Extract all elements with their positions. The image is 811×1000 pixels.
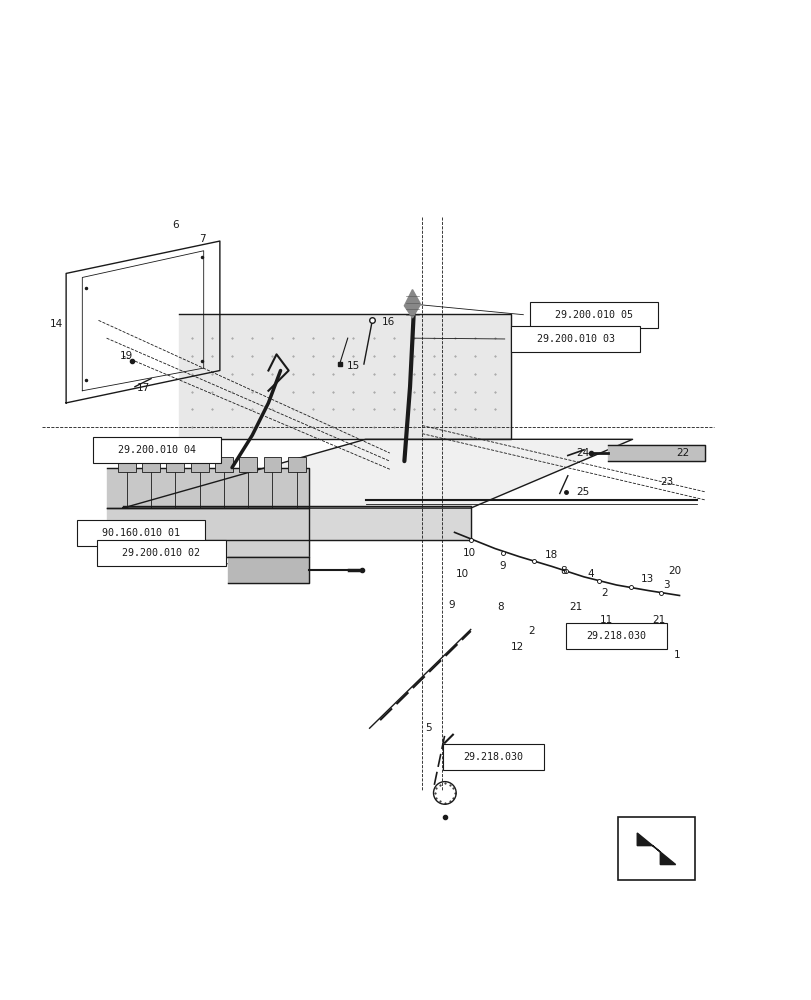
Text: 29.200.010 05: 29.200.010 05: [555, 310, 633, 320]
FancyBboxPatch shape: [565, 623, 666, 649]
FancyBboxPatch shape: [443, 744, 543, 770]
Text: 90.160.010 01: 90.160.010 01: [102, 528, 180, 538]
Text: 18: 18: [544, 550, 558, 560]
Text: 29.200.010 03: 29.200.010 03: [536, 334, 614, 344]
Bar: [239, 457, 257, 472]
FancyBboxPatch shape: [97, 540, 225, 566]
Text: 29.200.010 02: 29.200.010 02: [122, 548, 200, 558]
Text: 6: 6: [172, 220, 178, 230]
Polygon shape: [122, 439, 632, 508]
Bar: [142, 457, 160, 472]
Bar: [166, 457, 184, 472]
Text: 24: 24: [575, 448, 588, 458]
Text: 8: 8: [497, 602, 504, 612]
Text: 5: 5: [425, 723, 431, 733]
Text: 3: 3: [663, 580, 669, 590]
Text: 2: 2: [600, 588, 607, 598]
Text: 14: 14: [49, 319, 63, 329]
Text: 23: 23: [659, 477, 672, 487]
Bar: [215, 457, 233, 472]
Text: 10: 10: [456, 569, 469, 579]
Polygon shape: [637, 833, 675, 865]
Polygon shape: [404, 290, 420, 318]
Bar: [287, 457, 305, 472]
Polygon shape: [179, 314, 511, 439]
Polygon shape: [607, 445, 705, 461]
Text: 7: 7: [199, 234, 205, 244]
Text: 16: 16: [381, 317, 394, 327]
Polygon shape: [106, 468, 308, 508]
Text: 10: 10: [462, 548, 475, 558]
Text: 17: 17: [136, 383, 149, 393]
Text: 12: 12: [510, 642, 524, 652]
Polygon shape: [228, 557, 308, 583]
Text: 8: 8: [560, 566, 566, 576]
Text: 21: 21: [569, 602, 581, 612]
Bar: [617, 817, 694, 880]
Text: 29.200.010 04: 29.200.010 04: [118, 445, 196, 455]
Text: 22: 22: [676, 448, 689, 458]
Text: 2: 2: [527, 626, 534, 636]
Bar: [191, 457, 208, 472]
Text: 15: 15: [346, 361, 359, 371]
Bar: [118, 457, 135, 472]
Text: 11: 11: [599, 615, 612, 625]
Text: 4: 4: [586, 569, 593, 579]
FancyBboxPatch shape: [76, 520, 205, 546]
Text: 1: 1: [673, 650, 680, 660]
FancyBboxPatch shape: [529, 302, 658, 328]
Bar: [264, 457, 281, 472]
Text: 19: 19: [120, 351, 133, 361]
Text: 13: 13: [640, 574, 653, 584]
Text: 29.218.030: 29.218.030: [463, 752, 523, 762]
Text: 20: 20: [667, 566, 680, 576]
Text: 9: 9: [500, 561, 506, 571]
Text: 21: 21: [651, 615, 664, 625]
Text: 9: 9: [448, 600, 455, 610]
FancyBboxPatch shape: [92, 437, 221, 463]
Text: 29.218.030: 29.218.030: [586, 631, 646, 641]
Polygon shape: [106, 508, 308, 557]
Polygon shape: [122, 506, 470, 540]
Text: 25: 25: [575, 487, 588, 497]
FancyBboxPatch shape: [511, 326, 639, 352]
